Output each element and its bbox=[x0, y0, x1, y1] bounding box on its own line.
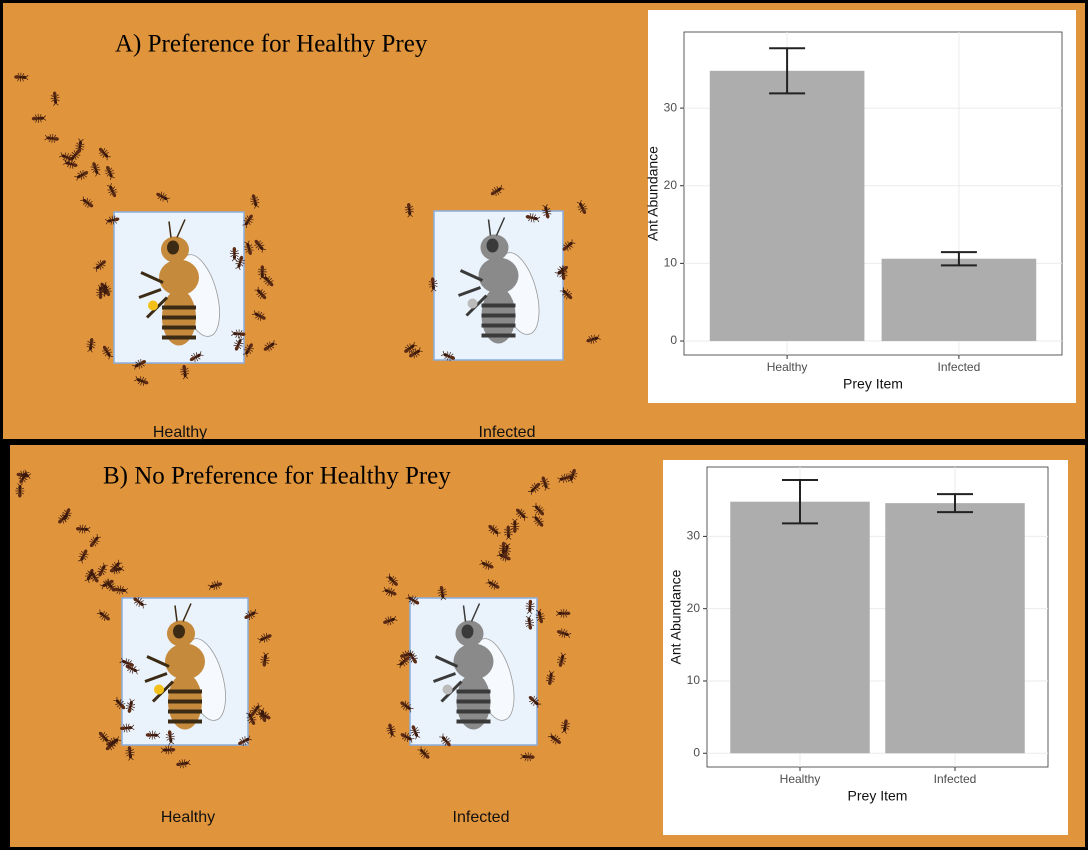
bee-thorax bbox=[159, 260, 199, 296]
bar bbox=[885, 503, 1025, 753]
bee-pollen bbox=[148, 301, 158, 311]
bee-stripe bbox=[457, 710, 491, 714]
bee-stripe bbox=[168, 690, 202, 694]
y-tick-label: 10 bbox=[687, 673, 701, 687]
y-tick-label: 30 bbox=[687, 529, 701, 543]
bee-stripe bbox=[457, 690, 491, 694]
bee-stripe bbox=[168, 710, 202, 714]
y-tick-label: 0 bbox=[670, 333, 677, 347]
bee-pollen bbox=[468, 299, 478, 309]
y-tick-label: 0 bbox=[693, 745, 700, 759]
bee-stripe bbox=[482, 324, 516, 328]
bar bbox=[730, 502, 870, 754]
bee-eye bbox=[462, 625, 474, 639]
x-tick-label: Infected bbox=[938, 360, 981, 374]
illustration-label: Infected bbox=[453, 809, 510, 826]
frame-edge bbox=[0, 443, 10, 850]
bee-stripe bbox=[482, 314, 516, 318]
bee-stripe bbox=[162, 336, 196, 340]
bee-eye bbox=[173, 625, 185, 639]
y-tick-label: 20 bbox=[664, 178, 678, 192]
y-tick-label: 20 bbox=[687, 601, 701, 615]
x-axis-title: Prey Item bbox=[843, 376, 903, 392]
x-axis-title: Prey Item bbox=[848, 788, 908, 804]
figure: A) Preference for Healthy Prey Healthy Inf… bbox=[0, 0, 1088, 850]
x-tick-label: Healthy bbox=[780, 772, 821, 786]
bee-stripe bbox=[457, 700, 491, 704]
bar bbox=[882, 259, 1037, 341]
bee-stripe bbox=[168, 700, 202, 704]
bee-eye bbox=[487, 239, 499, 253]
bee-pollen bbox=[154, 685, 164, 695]
bee-thorax bbox=[479, 258, 519, 294]
illustration-label: Healthy bbox=[161, 809, 215, 826]
bee-thorax bbox=[454, 644, 494, 680]
illustration-label: Infected bbox=[479, 424, 536, 441]
bee-thorax bbox=[165, 644, 205, 680]
y-axis-title: Ant Abundance bbox=[668, 569, 684, 664]
bar bbox=[710, 71, 865, 341]
bee-eye bbox=[167, 241, 179, 255]
bee-stripe bbox=[482, 334, 516, 338]
x-tick-label: Infected bbox=[934, 772, 977, 786]
bee-stripe bbox=[168, 720, 202, 724]
y-tick-label: 30 bbox=[664, 100, 678, 114]
y-axis-title: Ant Abundance bbox=[645, 146, 661, 241]
panel-title: B) No Preference for Healthy Prey bbox=[103, 463, 451, 490]
bee-pollen bbox=[443, 685, 453, 695]
y-tick-label: 10 bbox=[664, 256, 678, 270]
x-tick-label: Healthy bbox=[767, 360, 808, 374]
bee-stripe bbox=[162, 306, 196, 310]
bee-stripe bbox=[162, 316, 196, 320]
illustration-label: Healthy bbox=[153, 424, 207, 441]
panel-title: A) Preference for Healthy Prey bbox=[115, 31, 428, 58]
bee-stripe bbox=[482, 304, 516, 308]
bee-stripe bbox=[457, 720, 491, 724]
bee-stripe bbox=[162, 326, 196, 330]
